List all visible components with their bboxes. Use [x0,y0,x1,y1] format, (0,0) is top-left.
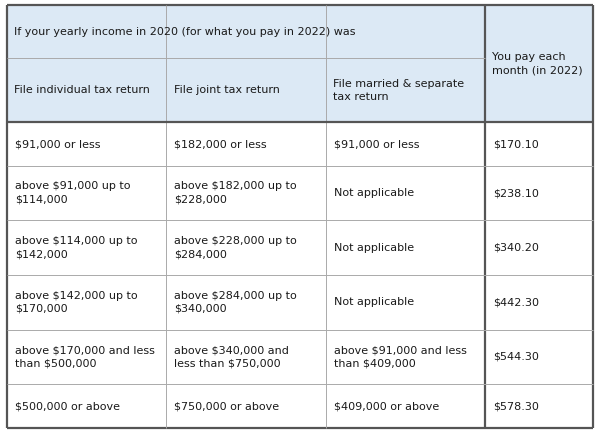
Text: above $91,000 up to
$114,000: above $91,000 up to $114,000 [15,181,131,205]
Text: $182,000 or less: $182,000 or less [174,139,267,149]
Text: $750,000 or above: $750,000 or above [174,401,280,411]
Bar [485,330,593,385]
Text: $409,000 or above: $409,000 or above [334,401,439,411]
Text: $91,000 or less: $91,000 or less [15,139,101,149]
Bar [485,166,593,220]
Bar [7,220,166,275]
Bar [7,166,166,220]
Text: above $142,000 up to
$170,000: above $142,000 up to $170,000 [15,291,137,314]
Text: Not applicable: Not applicable [334,188,413,198]
Text: You pay each
month (in 2022): You pay each month (in 2022) [492,52,583,75]
Text: $340.20: $340.20 [493,243,539,253]
Text: Not applicable: Not applicable [334,243,413,253]
Text: above $284,000 up to
$340,000: above $284,000 up to $340,000 [174,291,297,314]
Bar [166,385,326,428]
Bar [326,166,485,220]
Bar [166,330,326,385]
Text: File married & separate
tax return: File married & separate tax return [333,79,464,102]
Text: above $340,000 and
less than $750,000: above $340,000 and less than $750,000 [174,346,289,368]
Text: above $170,000 and less
than $500,000: above $170,000 and less than $500,000 [15,346,155,368]
Text: $544.30: $544.30 [493,352,539,362]
Text: If your yearly income in 2020 (for what you pay in 2022) was: If your yearly income in 2020 (for what … [14,27,356,37]
Bar [485,275,593,330]
Bar [485,122,593,166]
Bar [7,385,166,428]
Text: $500,000 or above: $500,000 or above [15,401,120,411]
Bar [166,275,326,330]
Text: File individual tax return: File individual tax return [14,85,150,95]
Bar [326,58,485,122]
Text: File joint tax return: File joint tax return [173,85,280,95]
Text: $170.10: $170.10 [493,139,539,149]
Bar [326,122,485,166]
Text: $442.30: $442.30 [493,297,539,307]
Bar [166,58,326,122]
Bar [326,275,485,330]
Bar [7,122,166,166]
Text: Not applicable: Not applicable [334,297,413,307]
Text: above $91,000 and less
than $409,000: above $91,000 and less than $409,000 [334,346,466,368]
Bar [7,58,166,122]
Text: above $228,000 up to
$284,000: above $228,000 up to $284,000 [174,236,297,259]
Bar [166,122,326,166]
Text: $578.30: $578.30 [493,401,539,411]
Text: $238.10: $238.10 [493,188,539,198]
Bar [326,385,485,428]
Bar [326,220,485,275]
Bar [166,166,326,220]
Bar [166,220,326,275]
Bar [7,330,166,385]
Text: above $114,000 up to
$142,000: above $114,000 up to $142,000 [15,236,137,259]
Text: above $182,000 up to
$228,000: above $182,000 up to $228,000 [174,181,297,205]
Bar [7,275,166,330]
Text: $91,000 or less: $91,000 or less [334,139,419,149]
Bar [485,5,593,122]
Bar [485,385,593,428]
Bar [7,5,485,58]
Bar [326,330,485,385]
Bar [485,220,593,275]
